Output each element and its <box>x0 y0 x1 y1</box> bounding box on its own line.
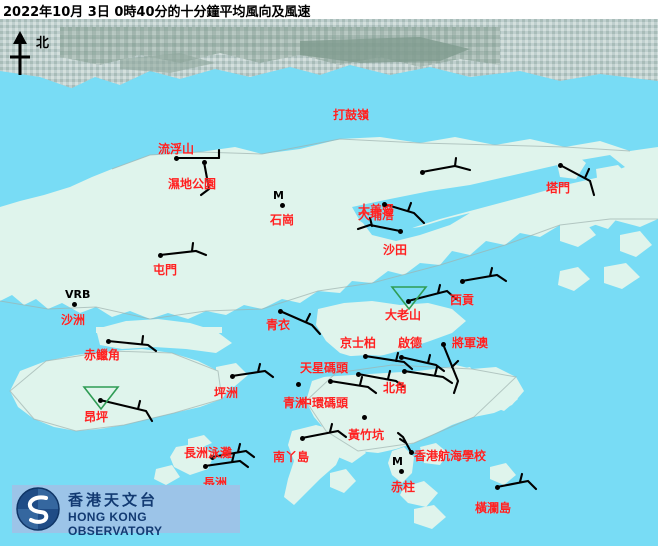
station-dot[interactable] <box>174 156 179 161</box>
title-bar: 2022年10月 3日 0時40分的十分鐘平均風向及風速 <box>0 0 658 20</box>
station-label[interactable]: 沙田 <box>383 243 408 257</box>
station-dot[interactable] <box>230 374 235 379</box>
station-label[interactable]: 西貢 <box>450 293 475 307</box>
station-dot[interactable] <box>72 302 77 307</box>
station-label[interactable]: 黃竹坑 <box>348 428 385 442</box>
station-dot[interactable] <box>203 464 208 469</box>
station-dot[interactable] <box>363 354 368 359</box>
station-label[interactable]: 坪洲 <box>214 386 239 400</box>
station-label[interactable]: 沙洲 <box>61 313 86 327</box>
station-dot[interactable] <box>296 382 301 387</box>
north-arrow-icon: 北 <box>6 27 60 79</box>
station-dot[interactable] <box>362 415 367 420</box>
station-dot[interactable] <box>356 372 361 377</box>
station-dot[interactable] <box>558 163 563 168</box>
station-dot[interactable] <box>328 379 333 384</box>
station-wind-flag: VRB <box>65 288 91 301</box>
hko-logo-chinese: 香港天文台 <box>68 491 159 509</box>
wind-barbs-layer <box>98 148 596 491</box>
north-label: 北 <box>36 36 50 51</box>
kowloon-peninsula <box>316 301 466 359</box>
station-dot[interactable] <box>210 455 215 460</box>
station-label[interactable]: 塔門 <box>546 181 571 195</box>
peak-marker-tates-cairn <box>390 286 428 311</box>
station-label[interactable]: 青洲 <box>283 396 308 410</box>
station-dot[interactable] <box>409 450 414 455</box>
station-dot[interactable] <box>420 170 425 175</box>
coastline-strokes <box>0 138 658 452</box>
lamma-island <box>284 425 344 505</box>
hko-logo-english: HONG KONG OBSERVATORY <box>68 510 163 538</box>
station-label[interactable]: 京士柏 <box>340 336 377 350</box>
station-dot[interactable] <box>399 355 404 360</box>
station-dot[interactable] <box>402 369 407 374</box>
station-dot[interactable] <box>278 309 283 314</box>
map-geography <box>0 19 658 546</box>
station-label[interactable]: 啟德 <box>398 336 423 350</box>
station-dot[interactable] <box>106 339 111 344</box>
page-title: 2022年10月 3日 0時40分的十分鐘平均風向及風速 <box>3 5 311 20</box>
stanley-peninsula <box>388 447 414 483</box>
station-dot[interactable] <box>202 160 207 165</box>
station-label[interactable]: 赤柱 <box>391 480 416 494</box>
map-canvas[interactable]: 北 打鼓嶺流浮山濕地公園 M 石崗 大美督 塔門大埔滘沙田屯門 VRB 沙洲赤鱲角昂坪 青衣 大… <box>0 19 658 546</box>
station-label[interactable]: 赤鱲角 <box>84 348 121 362</box>
peak-marker-ngong-ping <box>82 386 120 411</box>
station-dot[interactable] <box>399 469 404 474</box>
station-label[interactable]: 青衣 <box>266 318 291 332</box>
lantau-island <box>10 349 232 431</box>
station-label[interactable]: 北角 <box>383 381 408 395</box>
station-label[interactable]: 大老山 <box>385 308 422 322</box>
station-label[interactable]: 橫瀾島 <box>475 501 512 515</box>
station-wind-flag: M <box>392 455 403 468</box>
station-dot[interactable] <box>495 485 500 490</box>
station-label[interactable]: 屯門 <box>153 263 178 277</box>
station-dot[interactable] <box>158 253 163 258</box>
tap-mun-island <box>556 151 586 179</box>
station-label[interactable]: 中環碼頭 <box>300 396 349 410</box>
station-dot[interactable] <box>280 203 285 208</box>
station-label[interactable]: 石崗 <box>270 213 295 227</box>
station-dot[interactable] <box>460 279 465 284</box>
station-label[interactable]: 流浮山 <box>158 142 195 156</box>
station-dot[interactable] <box>382 202 387 207</box>
station-dot[interactable] <box>441 342 446 347</box>
station-label[interactable]: 天星碼頭 <box>300 361 349 375</box>
station-label[interactable]: 南丫島 <box>273 450 310 464</box>
hko-emblem-icon <box>16 487 60 531</box>
station-dot[interactable] <box>300 436 305 441</box>
station-label[interactable]: 長洲泳灘 <box>184 446 233 460</box>
station-label[interactable]: 打鼓嶺 <box>333 108 370 122</box>
station-label[interactable]: 香港航海學校 <box>414 449 487 463</box>
tolo-harbour-water <box>352 155 625 235</box>
peak-markers-layer <box>82 286 428 411</box>
waglan-island <box>490 463 516 485</box>
station-dot[interactable] <box>406 299 411 304</box>
station-wind-flag: M <box>273 189 284 202</box>
sai-kung-water <box>452 247 560 279</box>
station-label[interactable]: 將軍澳 <box>452 336 489 350</box>
sha-chau-island <box>64 285 88 303</box>
station-label[interactable]: 昂坪 <box>84 410 109 424</box>
hko-logo: 香港天文台 HONG KONG OBSERVATORY <box>12 485 240 538</box>
station-dot[interactable] <box>98 398 103 403</box>
station-label[interactable]: 大美督 <box>358 203 395 217</box>
station-dot[interactable] <box>398 229 403 234</box>
deep-bay-water <box>0 71 235 159</box>
station-label[interactable]: 大埔滘 <box>358 208 395 222</box>
station-label[interactable]: 濕地公園 <box>168 177 217 191</box>
